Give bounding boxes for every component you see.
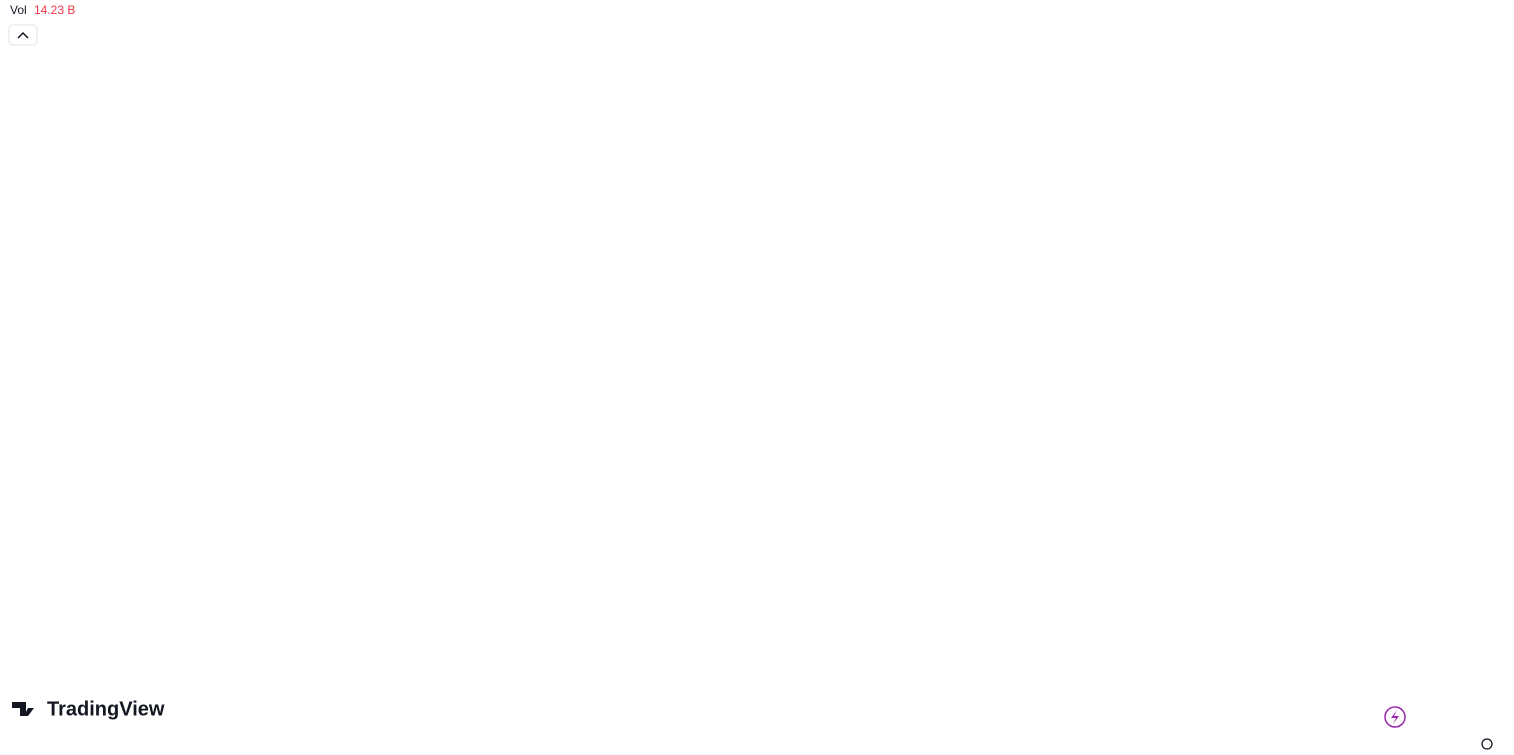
logo-text: TradingView: [47, 698, 165, 720]
chevron-icon: [17, 31, 29, 39]
lightning-icon: [1391, 710, 1399, 724]
settings-button[interactable]: [1481, 738, 1493, 750]
volume-title: Vol: [10, 3, 27, 17]
time-axis: [0, 735, 1514, 755]
volume-last: 14.23 B: [34, 3, 75, 17]
logo-mark: [12, 702, 34, 716]
collapse-button[interactable]: [8, 24, 38, 46]
overlay: Vol 14.23 B TradingView: [8, 3, 1493, 750]
price-axis-bg: [1455, 0, 1514, 735]
time-axis-bg: [0, 735, 1514, 755]
price-axis: [1455, 0, 1514, 735]
